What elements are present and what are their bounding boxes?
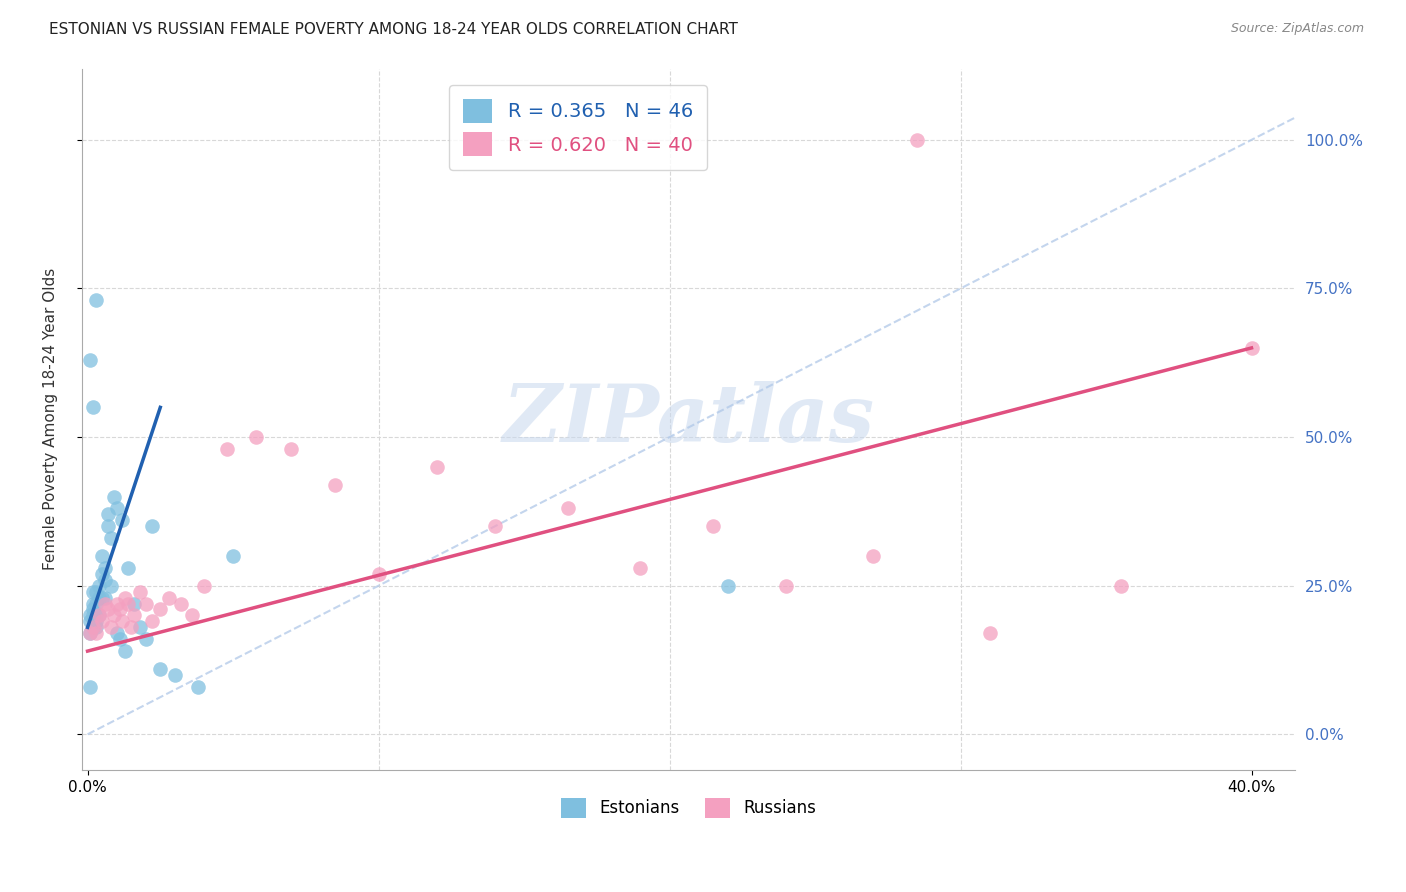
Point [117,597,139,611]
Point [181,608,204,623]
Point [280,442,302,456]
Point [187,680,209,694]
Point [217,442,239,456]
Point [94,573,117,587]
Point [108,602,131,616]
Point [84,608,107,623]
Point [94,591,117,605]
Point [79,680,101,694]
Point [702,519,724,533]
Point [82,597,104,611]
Point [149,662,172,676]
Point [89,579,111,593]
Point [426,459,449,474]
Point [129,620,152,634]
Point [91,615,114,629]
Point [100,579,122,593]
Point [775,579,797,593]
Point [103,490,125,504]
Point [97,508,120,522]
Point [100,620,122,634]
Point [111,615,134,629]
Point [117,561,139,575]
Point [979,626,1001,640]
Point [169,597,191,611]
Point [84,620,107,634]
Text: Source: ZipAtlas.com: Source: ZipAtlas.com [1230,22,1364,36]
Point [82,401,104,415]
Point [193,579,215,593]
Text: ESTONIAN VS RUSSIAN FEMALE POVERTY AMONG 18-24 YEAR OLDS CORRELATION CHART: ESTONIAN VS RUSSIAN FEMALE POVERTY AMONG… [49,22,738,37]
Point [100,531,122,545]
Point [149,602,172,616]
Point [84,626,107,640]
Point [1109,579,1132,593]
Point [105,626,128,640]
Point [103,608,125,623]
Point [89,591,111,605]
Point [91,566,114,581]
Point [129,584,152,599]
Point [111,513,134,527]
Point [141,519,163,533]
Point [141,615,163,629]
Point [484,519,506,533]
Point [1240,341,1263,355]
Point [120,620,142,634]
Point [905,133,928,147]
Point [79,608,101,623]
Point [323,477,346,491]
Legend: Estonians, Russians: Estonians, Russians [554,791,823,825]
Point [105,597,128,611]
Point [82,608,104,623]
Point [91,591,114,605]
Point [82,620,104,634]
Point [79,352,101,367]
Point [79,615,101,629]
Point [97,519,120,533]
Point [367,566,389,581]
Point [84,293,107,308]
Point [122,608,145,623]
Point [89,608,111,623]
Point [135,632,157,647]
Text: ZIPatlas: ZIPatlas [502,381,875,458]
Point [84,597,107,611]
Point [94,597,117,611]
Point [717,579,740,593]
Point [82,602,104,616]
Point [862,549,884,563]
Point [84,615,107,629]
Point [79,626,101,640]
Point [89,608,111,623]
Point [628,561,651,575]
Point [97,602,120,616]
Point [557,501,579,516]
Point [222,549,245,563]
Point [91,549,114,563]
Point [105,501,128,516]
Point [82,584,104,599]
Point [157,591,180,605]
Point [163,668,186,682]
Point [114,644,136,658]
Point [114,591,136,605]
Point [79,626,101,640]
Y-axis label: Female Poverty Among 18-24 Year Olds: Female Poverty Among 18-24 Year Olds [44,268,58,570]
Point [122,597,145,611]
Point [245,430,267,444]
Point [84,584,107,599]
Point [82,620,104,634]
Point [94,561,117,575]
Point [135,597,157,611]
Point [108,632,131,647]
